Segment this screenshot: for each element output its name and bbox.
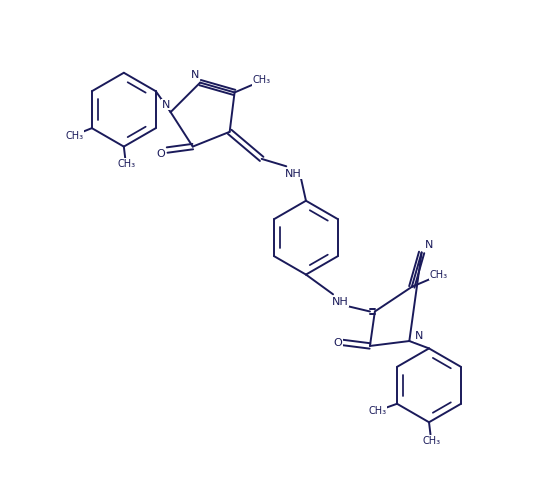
Text: N: N	[415, 331, 424, 341]
Text: CH₃: CH₃	[252, 75, 271, 85]
Text: N: N	[161, 100, 170, 110]
Text: CH₃: CH₃	[66, 131, 84, 141]
Text: N: N	[425, 240, 433, 250]
Text: O: O	[333, 339, 342, 348]
Text: N: N	[191, 70, 199, 80]
Text: NH: NH	[285, 169, 302, 179]
Text: NH: NH	[332, 297, 349, 306]
Text: CH₃: CH₃	[368, 406, 387, 416]
Text: CH₃: CH₃	[422, 436, 440, 446]
Text: O: O	[156, 149, 165, 159]
Text: CH₃: CH₃	[430, 270, 448, 280]
Text: CH₃: CH₃	[117, 159, 135, 169]
